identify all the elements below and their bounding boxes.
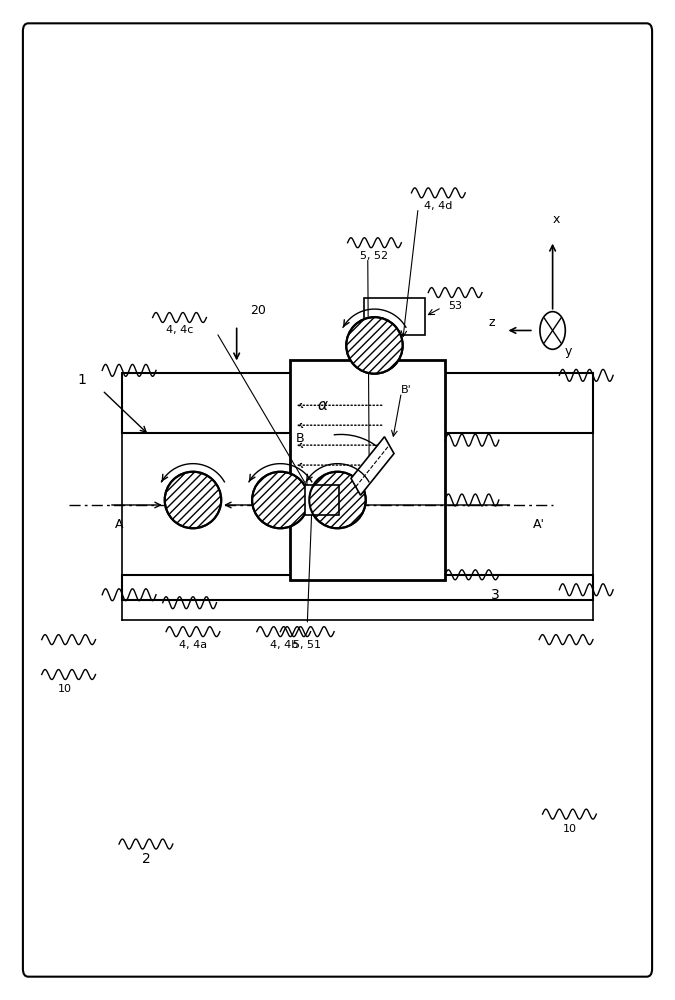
- FancyBboxPatch shape: [351, 437, 394, 495]
- Text: 3: 3: [491, 588, 500, 602]
- Bar: [122, 575, 593, 600]
- Ellipse shape: [252, 472, 308, 528]
- Text: z: z: [489, 316, 495, 329]
- Bar: [364, 298, 425, 335]
- Bar: [290, 360, 445, 580]
- Text: 10: 10: [562, 824, 576, 834]
- Text: A: A: [115, 518, 124, 531]
- Text: 2: 2: [142, 852, 151, 866]
- Text: 1: 1: [78, 373, 86, 387]
- Text: 4, 4a: 4, 4a: [179, 640, 207, 650]
- Text: A': A': [533, 518, 545, 531]
- Ellipse shape: [346, 317, 403, 374]
- Text: x: x: [552, 213, 560, 226]
- Text: 20: 20: [250, 304, 266, 317]
- Text: B': B': [402, 385, 412, 395]
- Text: 5, 52: 5, 52: [360, 251, 389, 261]
- Text: y: y: [565, 345, 572, 358]
- FancyBboxPatch shape: [23, 23, 652, 977]
- Bar: [122, 373, 593, 433]
- Text: 53: 53: [448, 301, 462, 311]
- Text: 4, 4b: 4, 4b: [269, 640, 298, 650]
- Text: B: B: [296, 432, 305, 445]
- Circle shape: [540, 312, 566, 349]
- Text: 10: 10: [58, 684, 72, 694]
- Ellipse shape: [309, 472, 366, 528]
- Text: $\alpha$: $\alpha$: [317, 398, 329, 413]
- Text: 4, 4c: 4, 4c: [166, 325, 193, 335]
- Bar: [305, 485, 339, 515]
- Ellipse shape: [165, 472, 221, 528]
- Text: 5, 51: 5, 51: [293, 640, 321, 650]
- Text: 4, 4d: 4, 4d: [424, 201, 452, 211]
